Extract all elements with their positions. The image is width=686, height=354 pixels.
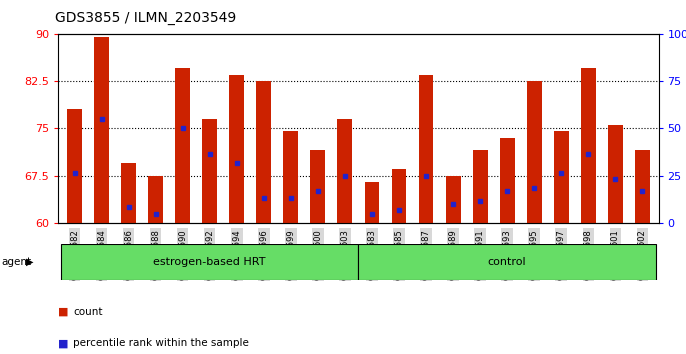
Bar [554,131,569,223]
FancyBboxPatch shape [358,244,656,280]
Bar [202,119,217,223]
Bar [67,109,82,223]
Bar [121,163,136,223]
Bar [94,37,109,223]
Bar [418,75,434,223]
Bar [608,125,623,223]
Bar [364,182,379,223]
Bar [581,68,595,223]
Text: ■: ■ [58,307,69,316]
Bar [473,150,488,223]
Bar [499,138,514,223]
FancyBboxPatch shape [61,244,358,280]
Bar [446,176,460,223]
Text: count: count [73,307,103,316]
Bar [283,131,298,223]
Bar [175,68,190,223]
Text: estrogen-based HRT: estrogen-based HRT [154,257,266,267]
Bar [635,150,650,223]
Text: GDS3855 / ILMN_2203549: GDS3855 / ILMN_2203549 [55,11,236,25]
Bar [311,150,325,223]
Bar [148,176,163,223]
Text: control: control [488,257,526,267]
Bar [392,169,406,223]
Text: percentile rank within the sample: percentile rank within the sample [73,338,249,348]
Text: ▶: ▶ [26,257,34,267]
Bar [527,81,542,223]
Bar [229,75,244,223]
Bar [257,81,271,223]
Bar [338,119,353,223]
Text: agent: agent [1,257,32,267]
Text: ■: ■ [58,338,69,348]
